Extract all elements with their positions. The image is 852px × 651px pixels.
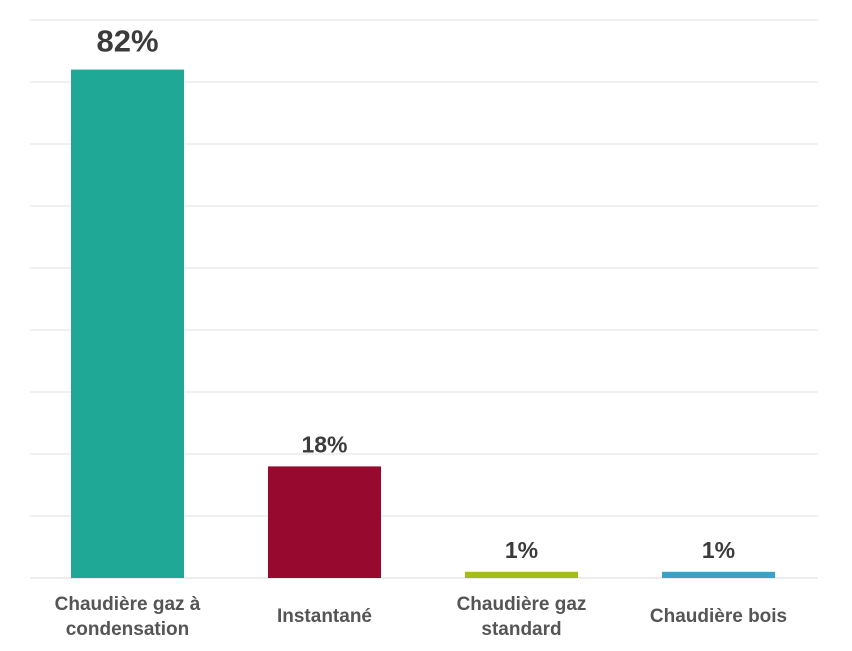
category-label-line: Chaudière bois: [650, 606, 787, 627]
value-label-2: 18%: [301, 431, 347, 457]
category-label-line: standard: [481, 619, 561, 640]
value-label-3: 1%: [505, 537, 538, 563]
chart-category-labels: Chaudière gaz à condensation Instantané Cha…: [55, 594, 787, 640]
category-label-line: Chaudière gaz: [457, 594, 587, 615]
bar-1: [71, 69, 184, 578]
category-label-line: Chaudière gaz à: [55, 594, 201, 615]
chart-bars: [71, 69, 775, 578]
value-label-1: 82%: [96, 24, 158, 59]
category-label-1: Chaudière gaz à condensation: [55, 594, 201, 640]
bar-3: [465, 571, 578, 578]
bar-4: [662, 571, 775, 578]
chart-value-labels: 82% 18% 1% 1%: [96, 24, 735, 563]
category-label-3: Chaudière gaz standard: [457, 594, 587, 640]
category-label-line: condensation: [66, 619, 190, 640]
category-label-4: Chaudière bois: [650, 606, 787, 627]
bar-2: [268, 466, 381, 578]
category-label-2: Instantané: [277, 606, 372, 627]
value-label-4: 1%: [702, 537, 735, 563]
category-label-line: Instantané: [277, 606, 372, 627]
